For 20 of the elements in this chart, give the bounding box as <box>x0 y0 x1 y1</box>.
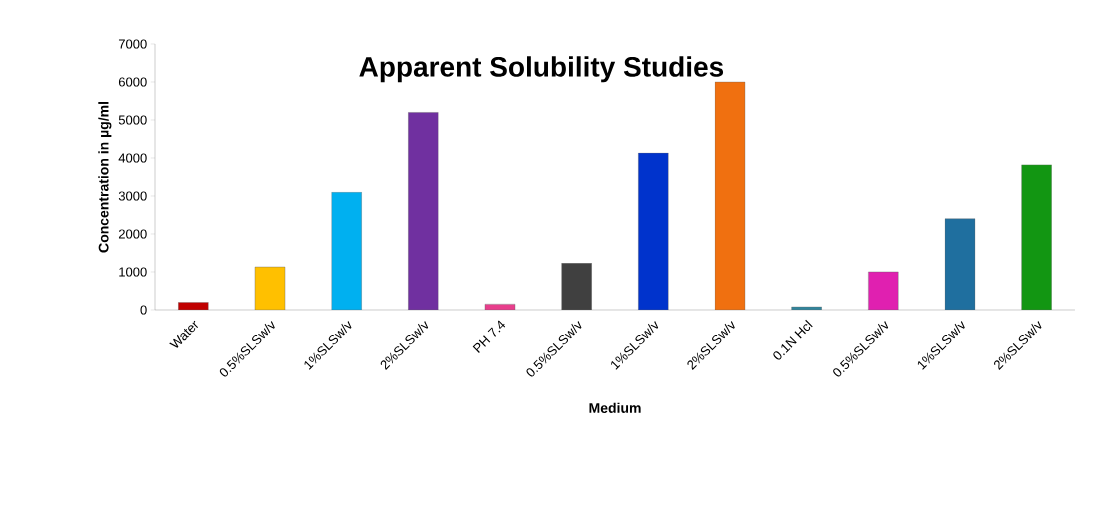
x-tick-label: PH 7.4 <box>472 320 506 353</box>
bar <box>408 112 439 310</box>
y-tick-label: 6000 <box>118 77 147 87</box>
chart-title: Apparent Solubility Studies <box>359 56 724 83</box>
bar <box>1021 164 1052 310</box>
bar <box>561 263 592 310</box>
bar <box>791 306 822 310</box>
bar <box>331 191 362 310</box>
y-tick-label: 7000 <box>118 39 147 49</box>
bar <box>944 218 976 310</box>
y-tick-label: 2000 <box>118 229 147 239</box>
y-tick-label: 5000 <box>118 115 147 125</box>
y-tick-label: 1000 <box>119 267 147 277</box>
y-axis-title: Concentration in µg/ml <box>98 102 112 253</box>
x-axis-title: Medium <box>589 402 641 413</box>
y-tick-label: 0 <box>140 305 147 315</box>
y-tick-label: 3000 <box>118 191 147 201</box>
y-tick-label: 4000 <box>118 153 147 163</box>
bar <box>714 81 746 310</box>
bar <box>178 302 209 310</box>
